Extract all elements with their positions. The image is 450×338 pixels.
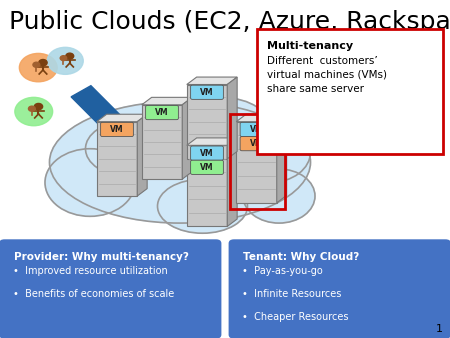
FancyBboxPatch shape — [191, 160, 223, 174]
Text: VM: VM — [155, 108, 169, 117]
Text: •  Benefits of economies of scale: • Benefits of economies of scale — [13, 289, 174, 299]
Circle shape — [19, 53, 57, 82]
Text: VM: VM — [200, 88, 214, 97]
Text: Tenant: Why Cloud?: Tenant: Why Cloud? — [243, 252, 359, 262]
Circle shape — [39, 59, 47, 66]
Text: •  Cheaper Resources: • Cheaper Resources — [242, 312, 349, 322]
Polygon shape — [187, 77, 237, 84]
Text: VM: VM — [110, 125, 124, 134]
Ellipse shape — [180, 98, 270, 159]
Text: VM: VM — [250, 139, 263, 148]
FancyBboxPatch shape — [191, 85, 223, 99]
FancyBboxPatch shape — [236, 122, 277, 203]
Circle shape — [66, 53, 74, 59]
Text: •  Infinite Resources: • Infinite Resources — [242, 289, 342, 299]
Ellipse shape — [158, 179, 248, 233]
Polygon shape — [97, 114, 147, 122]
Text: Different  customers’
virtual machines (VMs)
share same server: Different customers’ virtual machines (V… — [267, 56, 387, 94]
FancyBboxPatch shape — [187, 145, 227, 226]
Circle shape — [60, 56, 67, 61]
Ellipse shape — [230, 122, 310, 183]
Text: •  Pay-as-you-go: • Pay-as-you-go — [242, 266, 323, 276]
Circle shape — [28, 106, 35, 111]
FancyBboxPatch shape — [240, 137, 273, 151]
FancyBboxPatch shape — [146, 105, 178, 120]
Text: VM: VM — [200, 149, 214, 158]
Polygon shape — [137, 114, 147, 196]
Ellipse shape — [50, 101, 310, 223]
FancyBboxPatch shape — [240, 122, 273, 137]
FancyBboxPatch shape — [101, 122, 133, 137]
FancyBboxPatch shape — [187, 84, 227, 159]
Polygon shape — [187, 138, 237, 145]
Text: •  Improved resource utilization: • Improved resource utilization — [13, 266, 167, 276]
Circle shape — [15, 97, 53, 126]
Text: Public Clouds (EC2, Azure, Rackspace, …): Public Clouds (EC2, Azure, Rackspace, …) — [9, 10, 450, 34]
Text: Multi-tenancy: Multi-tenancy — [267, 41, 353, 51]
Ellipse shape — [45, 149, 135, 216]
Polygon shape — [277, 114, 287, 203]
FancyBboxPatch shape — [0, 239, 221, 338]
FancyBboxPatch shape — [97, 122, 137, 196]
FancyBboxPatch shape — [229, 239, 450, 338]
Polygon shape — [142, 97, 192, 105]
Ellipse shape — [86, 122, 166, 176]
FancyBboxPatch shape — [142, 105, 182, 179]
Text: 1: 1 — [436, 324, 443, 334]
Circle shape — [34, 103, 43, 110]
Polygon shape — [227, 77, 237, 159]
Ellipse shape — [243, 169, 315, 223]
Polygon shape — [236, 114, 287, 122]
Text: VM: VM — [250, 125, 263, 134]
Circle shape — [47, 47, 83, 74]
FancyBboxPatch shape — [191, 146, 223, 160]
Polygon shape — [182, 97, 192, 179]
Text: VM: VM — [200, 163, 214, 172]
Polygon shape — [227, 138, 237, 226]
FancyBboxPatch shape — [256, 29, 443, 154]
FancyArrow shape — [71, 86, 138, 145]
Text: Provider: Why multi-tenancy?: Provider: Why multi-tenancy? — [14, 252, 189, 262]
Circle shape — [33, 62, 40, 67]
